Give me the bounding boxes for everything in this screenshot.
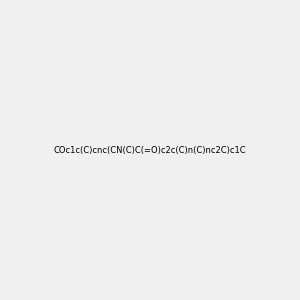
Text: COc1c(C)cnc(CN(C)C(=O)c2c(C)n(C)nc2C)c1C: COc1c(C)cnc(CN(C)C(=O)c2c(C)n(C)nc2C)c1C: [54, 146, 246, 154]
